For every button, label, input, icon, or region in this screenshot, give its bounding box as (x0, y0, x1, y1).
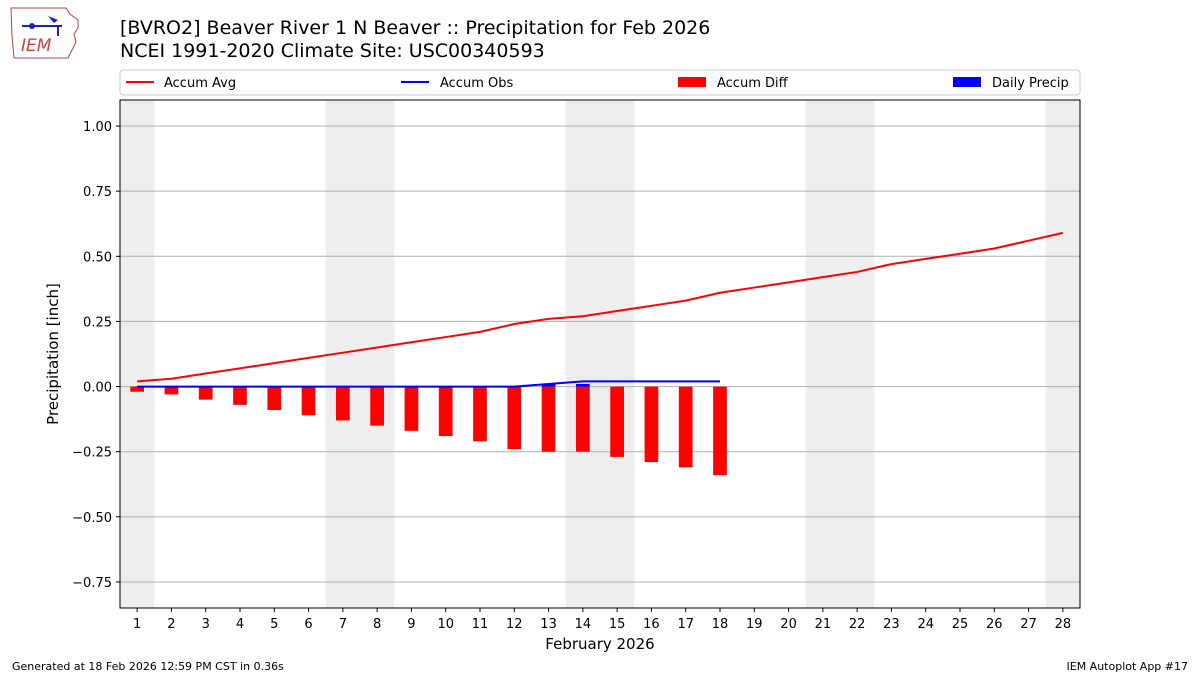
x-tick-label: 25 (952, 617, 969, 632)
x-tick-label: 15 (609, 617, 626, 632)
bars (130, 383, 727, 476)
footer-generated: Generated at 18 Feb 2026 12:59 PM CST in… (12, 660, 284, 673)
axis-ticks: −0.75−0.50−0.250.000.250.500.751.001 2 3 4 5… (72, 120, 1071, 632)
legend-swatch-accum-diff (678, 77, 706, 87)
iem-logo: IEM (10, 7, 79, 59)
chart-title: [BVRO2] Beaver River 1 N Beaver :: Preci… (120, 17, 711, 39)
x-tick-label: 9 (407, 617, 415, 632)
weekend-band-28 (1045, 100, 1080, 608)
accum-diff-bar-3 (198, 386, 213, 400)
x-tick-label: 12 (506, 617, 523, 632)
x-tick-label: 17 (677, 617, 694, 632)
x-tick-label: 11 (472, 617, 489, 632)
x-tick-label: 1 (133, 617, 141, 632)
weekend-band-8 (360, 100, 395, 608)
x-tick-label: 21 (815, 617, 832, 632)
y-tick-label: −0.25 (72, 446, 112, 461)
accum-diff-bar-17 (678, 386, 693, 468)
y-tick-label: 0.25 (83, 315, 112, 330)
x-tick-label: 7 (339, 617, 347, 632)
iowa-state-outline (10, 7, 79, 59)
weekend-shading (120, 100, 1080, 608)
x-tick-label: 6 (304, 617, 312, 632)
legend-label-accum-obs: Accum Obs (440, 76, 513, 91)
logo-station-dot (29, 23, 35, 29)
x-tick-label: 20 (780, 617, 797, 632)
x-tick-label: 22 (849, 617, 866, 632)
accum-diff-bar-9 (404, 386, 419, 431)
y-tick-label: −0.75 (72, 576, 112, 591)
legend: Accum Avg Accum Obs Accum Diff Daily Pre… (119, 69, 1081, 96)
logo-text: IEM (21, 36, 52, 56)
y-tick-label: −0.50 (72, 511, 112, 526)
x-tick-label: 5 (270, 617, 278, 632)
y-tick-label: 0.50 (83, 250, 112, 265)
x-tick-label: 4 (236, 617, 244, 632)
accum-diff-bar-13 (541, 386, 556, 452)
y-tick-label: 1.00 (83, 120, 112, 135)
weekend-band-1 (120, 100, 155, 608)
x-tick-label: 14 (575, 617, 592, 632)
x-tick-label: 23 (883, 617, 900, 632)
accum-avg-line (137, 231, 1064, 383)
weekend-band-14 (565, 100, 600, 608)
y-axis-label: Precipitation [inch] (44, 283, 62, 425)
accum-diff-bar-4 (233, 386, 247, 405)
x-tick-label: 19 (746, 617, 763, 632)
accum-diff-bar-8 (370, 386, 384, 426)
x-tick-label: 16 (643, 617, 660, 632)
weekend-band-15 (600, 100, 635, 608)
daily-precip-bar-14 (576, 383, 590, 387)
legend-label-accum-avg: Accum Avg (164, 76, 236, 91)
accum-diff-bar-1 (130, 386, 144, 392)
accum-diff-bar-6 (301, 386, 316, 416)
x-tick-label: 8 (373, 617, 381, 632)
accum-diff-bar-15 (610, 386, 624, 457)
y-tick-label: 0.75 (83, 185, 112, 200)
y-tick-label: 0.00 (83, 381, 112, 396)
accum-diff-bar-12 (507, 386, 522, 450)
accum-diff-bar-16 (644, 386, 659, 463)
weekend-band-22 (840, 100, 875, 608)
legend-label-daily-precip: Daily Precip (992, 76, 1069, 91)
x-tick-label: 24 (917, 617, 934, 632)
x-tick-label: 27 (1020, 617, 1037, 632)
legend-frame (119, 69, 1081, 96)
footer-app: IEM Autoplot App #17 (1066, 660, 1189, 673)
accum-diff-bar-5 (267, 386, 282, 411)
series-lines (137, 231, 1064, 388)
chart-subtitle: NCEI 1991-2020 Climate Site: USC00340593 (120, 40, 545, 62)
legend-label-accum-diff: Accum Diff (717, 76, 789, 91)
x-tick-label: 2 (167, 617, 175, 632)
accum-diff-bar-11 (473, 386, 487, 442)
x-tick-label: 10 (437, 617, 454, 632)
x-tick-label: 28 (1055, 617, 1072, 632)
accum-diff-bar-7 (336, 386, 350, 421)
x-tick-label: 13 (540, 617, 557, 632)
plot-frame (119, 99, 1081, 609)
x-tick-label: 18 (712, 617, 729, 632)
accum-diff-bar-18 (713, 386, 727, 476)
accum-diff-bar-2 (164, 386, 179, 395)
x-tick-label: 3 (202, 617, 210, 632)
accum-diff-bar-10 (438, 386, 453, 437)
grid-lines (120, 125, 1080, 583)
accum-diff-bar-14 (576, 386, 590, 452)
x-axis-label: February 2026 (545, 635, 654, 653)
x-tick-label: 26 (986, 617, 1003, 632)
legend-swatch-daily-precip (953, 77, 981, 87)
weekend-band-21 (805, 100, 840, 608)
daily-precip-bar-13 (541, 383, 556, 387)
accum-obs-line (137, 380, 720, 388)
